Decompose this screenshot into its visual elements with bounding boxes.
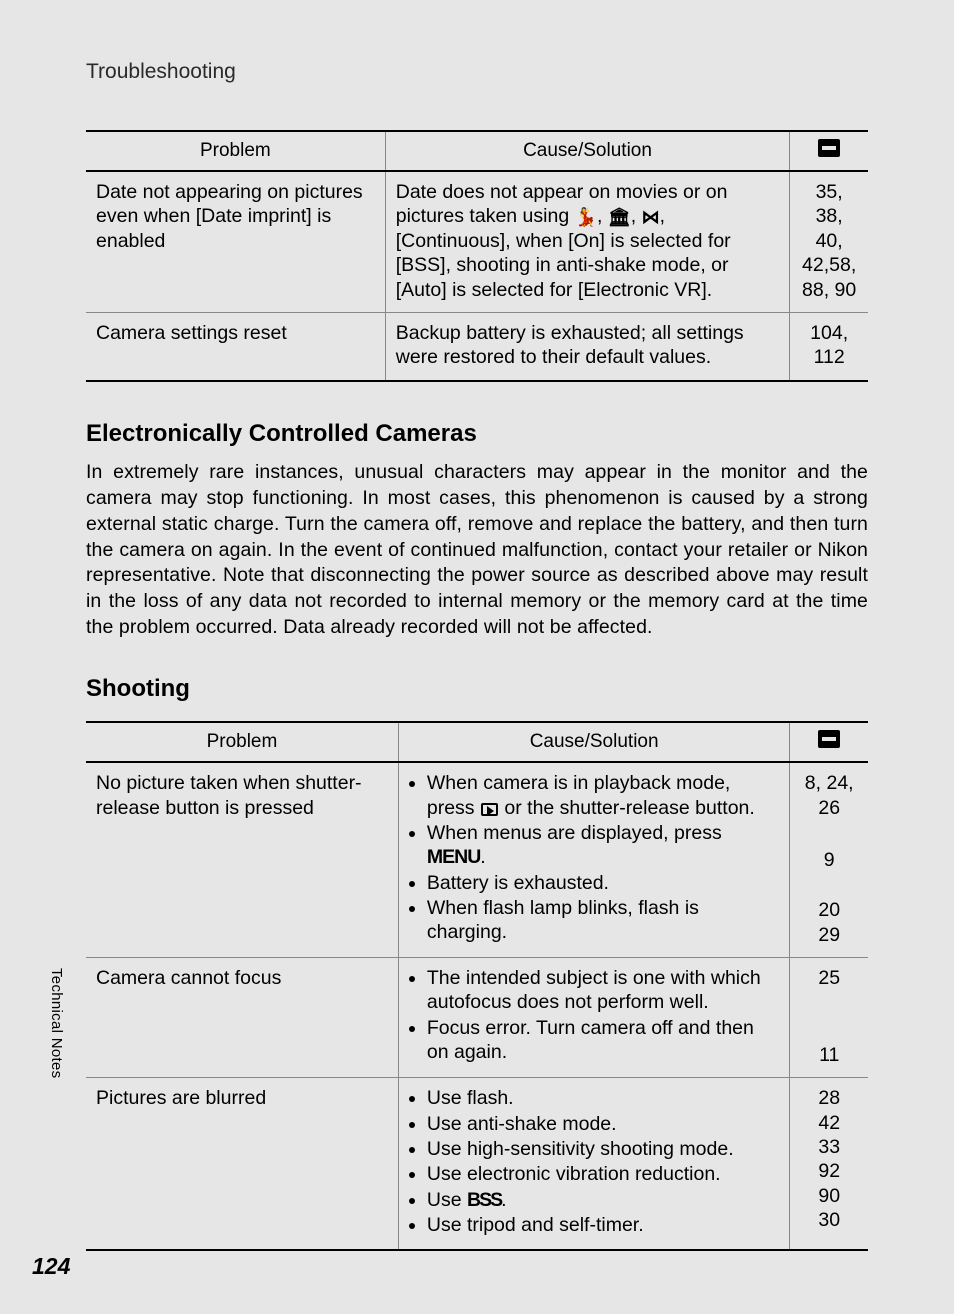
table-row: Camera settings reset Backup battery is … — [86, 313, 868, 381]
page-ref-cell: 104, 112 — [790, 313, 868, 381]
table-row: Date not appearing on pictures even when… — [86, 171, 868, 313]
list-item: Use electronic vibration reduction. — [427, 1162, 780, 1186]
page-ref: 11 — [800, 1043, 858, 1067]
list-item: Battery is exhausted. — [427, 871, 780, 895]
page-ref: 20 — [800, 898, 858, 922]
problem-cell: No picture taken when shutter-release bu… — [86, 762, 398, 957]
list-item: Use flash. — [427, 1086, 780, 1110]
sports-mode-icon: 💃 — [575, 207, 597, 227]
page-number: 124 — [32, 1253, 70, 1280]
page-ref-cell: 8, 24, 26 9 20 29 — [790, 762, 868, 957]
solution-text: Date does not appear on movies or on pic… — [396, 181, 728, 227]
menu-button-icon: MENU — [427, 846, 480, 868]
solution-cell: Use flash. Use anti-shake mode. Use high… — [398, 1078, 790, 1250]
page-ref: 42 — [800, 1111, 858, 1135]
page-ref: 92 — [800, 1159, 858, 1183]
table-row: No picture taken when shutter-release bu… — [86, 762, 868, 957]
list-item: The intended subject is one with which a… — [427, 966, 780, 1015]
page-ref: 33 — [800, 1135, 858, 1159]
sidebar-section-label: Technical Notes — [48, 968, 65, 1078]
page-ref-cell: 25 11 — [790, 957, 868, 1077]
page-ref: 29 — [800, 923, 858, 947]
list-item: Focus error. Turn camera off and then on… — [427, 1016, 780, 1065]
page-ref: 90 — [800, 1184, 858, 1208]
page-ref: 30 — [800, 1208, 858, 1232]
troubleshooting-table-2: Problem Cause/Solution No picture taken … — [86, 721, 868, 1250]
solution-cell: Backup battery is exhausted; all setting… — [385, 313, 790, 381]
bss-icon: BSS — [467, 1189, 501, 1211]
list-item: Use BSS. — [427, 1188, 780, 1212]
problem-cell: Pictures are blurred — [86, 1078, 398, 1250]
solution-cell: Date does not appear on movies or on pic… — [385, 171, 790, 313]
problem-cell: Date not appearing on pictures even when… — [86, 171, 385, 313]
col-page-header — [790, 131, 868, 171]
museum-mode-icon: 🏛 — [608, 207, 631, 227]
problem-cell: Camera cannot focus — [86, 957, 398, 1077]
solution-cell: The intended subject is one with which a… — [398, 957, 790, 1077]
problem-cell: Camera settings reset — [86, 313, 385, 381]
list-item: When menus are displayed, press MENU. — [427, 821, 780, 870]
playback-icon — [481, 803, 498, 816]
solution-cell: When camera is in playback mode, press o… — [398, 762, 790, 957]
page-title: Troubleshooting — [86, 60, 868, 84]
section-body-ecc: In extremely rare instances, unusual cha… — [86, 460, 868, 641]
page-ref: 28 — [800, 1086, 858, 1110]
list-item: Use anti-shake mode. — [427, 1112, 780, 1136]
list-item: Use tripod and self-timer. — [427, 1213, 780, 1237]
table-row: Camera cannot focus The intended subject… — [86, 957, 868, 1077]
list-item: Use high-sensitivity shooting mode. — [427, 1137, 780, 1161]
col-solution-header: Cause/Solution — [385, 131, 790, 171]
list-item: When camera is in playback mode, press o… — [427, 771, 780, 820]
page-ref: 9 — [800, 848, 858, 898]
section-heading-shooting: Shooting — [86, 675, 868, 703]
panorama-mode-icon: ⋈ — [642, 207, 660, 227]
col-problem-header: Problem — [86, 722, 398, 762]
page-ref-cell: 28 42 33 92 90 30 — [790, 1078, 868, 1250]
col-problem-header: Problem — [86, 131, 385, 171]
table-row: Pictures are blurred Use flash. Use anti… — [86, 1078, 868, 1250]
troubleshooting-table-1: Problem Cause/Solution Date not appearin… — [86, 130, 868, 382]
page-ref: 25 — [800, 966, 858, 1043]
col-solution-header: Cause/Solution — [398, 722, 790, 762]
page-ref-icon — [818, 139, 840, 157]
col-page-header — [790, 722, 868, 762]
section-heading-ecc: Electronically Controlled Cameras — [86, 420, 868, 448]
manual-page: Troubleshooting Problem Cause/Solution D… — [0, 0, 954, 1314]
page-ref-icon — [818, 730, 840, 748]
page-ref-cell: 35, 38, 40, 42,58, 88, 90 — [790, 171, 868, 313]
table-header-row: Problem Cause/Solution — [86, 131, 868, 171]
table-header-row: Problem Cause/Solution — [86, 722, 868, 762]
page-ref: 8, 24, 26 — [800, 771, 858, 848]
list-item: When flash lamp blinks, flash is chargin… — [427, 896, 780, 945]
